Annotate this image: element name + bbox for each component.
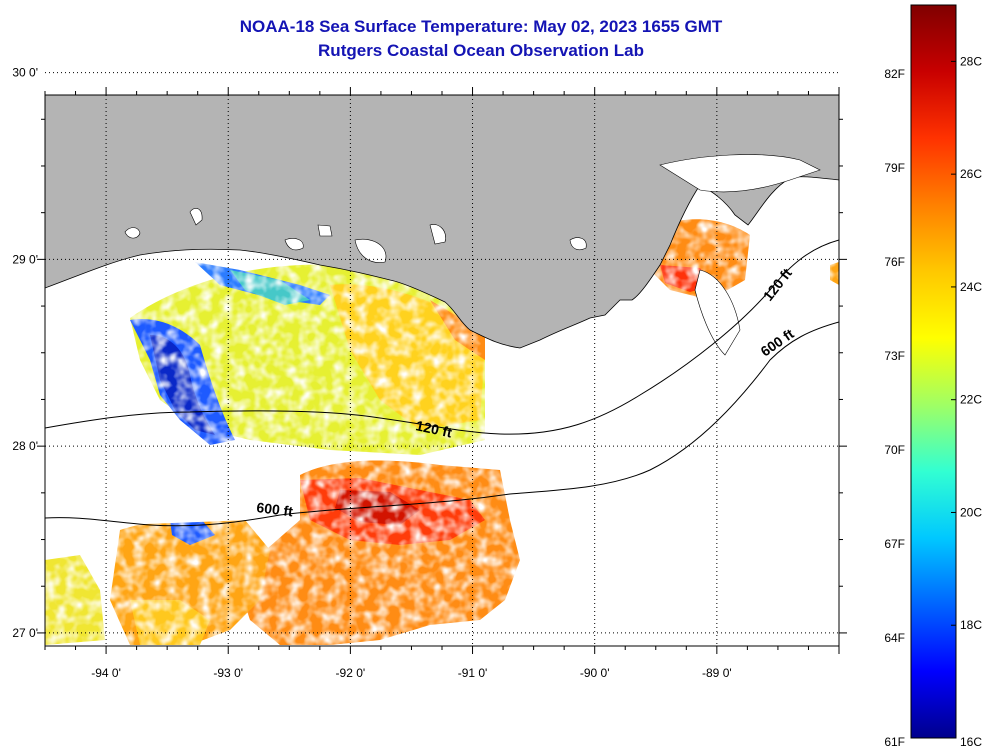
map-area (45, 95, 839, 646)
colorbar-fahrenheit-label: 64F (884, 631, 905, 645)
colorbar-fahrenheit-label: 73F (884, 349, 905, 363)
colorbar-celsius-label: 28C (960, 54, 982, 68)
colorbar-celsius-label: 26C (960, 167, 982, 181)
lat-tick-label: 28 0' (12, 439, 38, 453)
contour-label-120ft-west: 120 ft (414, 417, 453, 440)
map-grid (45, 72, 839, 646)
lon-tick-label: -94 0' (91, 666, 121, 680)
colorbar-fahrenheit-label: 79F (884, 161, 905, 175)
colorbar-fahrenheit-label: 70F (884, 443, 905, 457)
colorbar-celsius-label: 22C (960, 393, 982, 407)
colorbar-celsius-label: 24C (960, 280, 982, 294)
land-mass (45, 95, 839, 349)
lon-tick-label: -90 0' (580, 666, 610, 680)
contour-600ft (45, 321, 839, 527)
lat-tick-label: 29 0' (12, 252, 38, 266)
map-title: NOAA-18 Sea Surface Temperature: May 02,… (239, 17, 723, 36)
colorbar-fahrenheit-label: 67F (884, 537, 905, 551)
contour-120ft (45, 239, 839, 435)
lon-tick-label: -91 0' (458, 666, 488, 680)
contour-label-600ft-west: 600 ft (256, 499, 295, 519)
colorbar-celsius-label: 18C (960, 618, 982, 632)
lat-tick-label: 27 0' (12, 626, 38, 640)
lon-tick-label: -89 0' (702, 666, 732, 680)
lat-axis: 30 0' 29 0' 28 0' 27 0' (12, 66, 38, 640)
map-subtitle: Rutgers Coastal Ocean Observation Lab (318, 41, 644, 60)
colorbar-celsius-label: 20C (960, 505, 982, 519)
colorbar: 82F 79F 76F 73F 70F 67F 64F 61F 28C 26C 24C 22C 20C… (884, 4, 982, 749)
colorbar-fahrenheit-label: 82F (884, 67, 905, 81)
lat-tick-label: 30 0' (12, 66, 38, 80)
lon-axis: -94 0' -93 0' -92 0' -91 0' -90 0' -89 0… (91, 666, 731, 680)
colorbar-fahrenheit-label: 61F (884, 735, 905, 749)
colorbar-celsius-label: 16C (960, 735, 982, 749)
colorbar-gradient (910, 4, 957, 739)
lon-tick-label: -93 0' (213, 666, 243, 680)
lon-tick-label: -92 0' (336, 666, 366, 680)
colorbar-fahrenheit-label: 76F (884, 255, 905, 269)
